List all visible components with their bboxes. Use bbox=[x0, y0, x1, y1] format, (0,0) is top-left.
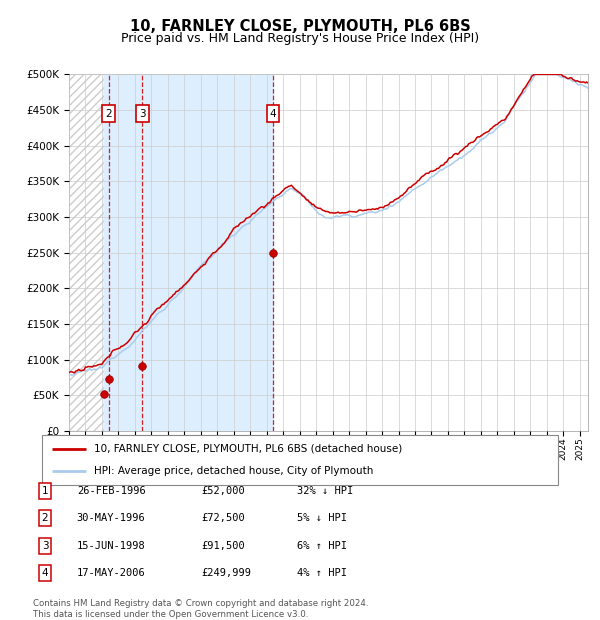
Text: 4: 4 bbox=[269, 108, 276, 118]
Text: 17-MAY-2006: 17-MAY-2006 bbox=[77, 568, 146, 578]
Text: HPI: Average price, detached house, City of Plymouth: HPI: Average price, detached house, City… bbox=[94, 466, 373, 476]
Text: £91,500: £91,500 bbox=[201, 541, 245, 551]
Text: 32% ↓ HPI: 32% ↓ HPI bbox=[297, 486, 353, 496]
FancyBboxPatch shape bbox=[42, 435, 558, 485]
Text: 10, FARNLEY CLOSE, PLYMOUTH, PL6 6BS (detached house): 10, FARNLEY CLOSE, PLYMOUTH, PL6 6BS (de… bbox=[94, 444, 402, 454]
Text: 2: 2 bbox=[106, 108, 112, 118]
Text: 4: 4 bbox=[41, 568, 49, 578]
Text: 2: 2 bbox=[41, 513, 49, 523]
Bar bbox=[104, 74, 273, 431]
Text: £72,500: £72,500 bbox=[201, 513, 245, 523]
Text: 15-JUN-1998: 15-JUN-1998 bbox=[77, 541, 146, 551]
Text: 30-MAY-1996: 30-MAY-1996 bbox=[77, 513, 146, 523]
Text: £52,000: £52,000 bbox=[201, 486, 245, 496]
Text: 26-FEB-1996: 26-FEB-1996 bbox=[77, 486, 146, 496]
Text: 5% ↓ HPI: 5% ↓ HPI bbox=[297, 513, 347, 523]
Text: Price paid vs. HM Land Registry's House Price Index (HPI): Price paid vs. HM Land Registry's House … bbox=[121, 32, 479, 45]
Text: 3: 3 bbox=[41, 541, 49, 551]
Text: Contains HM Land Registry data © Crown copyright and database right 2024.
This d: Contains HM Land Registry data © Crown c… bbox=[33, 600, 368, 619]
Text: 3: 3 bbox=[139, 108, 146, 118]
Text: 4% ↑ HPI: 4% ↑ HPI bbox=[297, 568, 347, 578]
Text: £249,999: £249,999 bbox=[201, 568, 251, 578]
Text: 6% ↑ HPI: 6% ↑ HPI bbox=[297, 541, 347, 551]
Text: 10, FARNLEY CLOSE, PLYMOUTH, PL6 6BS: 10, FARNLEY CLOSE, PLYMOUTH, PL6 6BS bbox=[130, 19, 470, 33]
Text: 1: 1 bbox=[41, 486, 49, 496]
